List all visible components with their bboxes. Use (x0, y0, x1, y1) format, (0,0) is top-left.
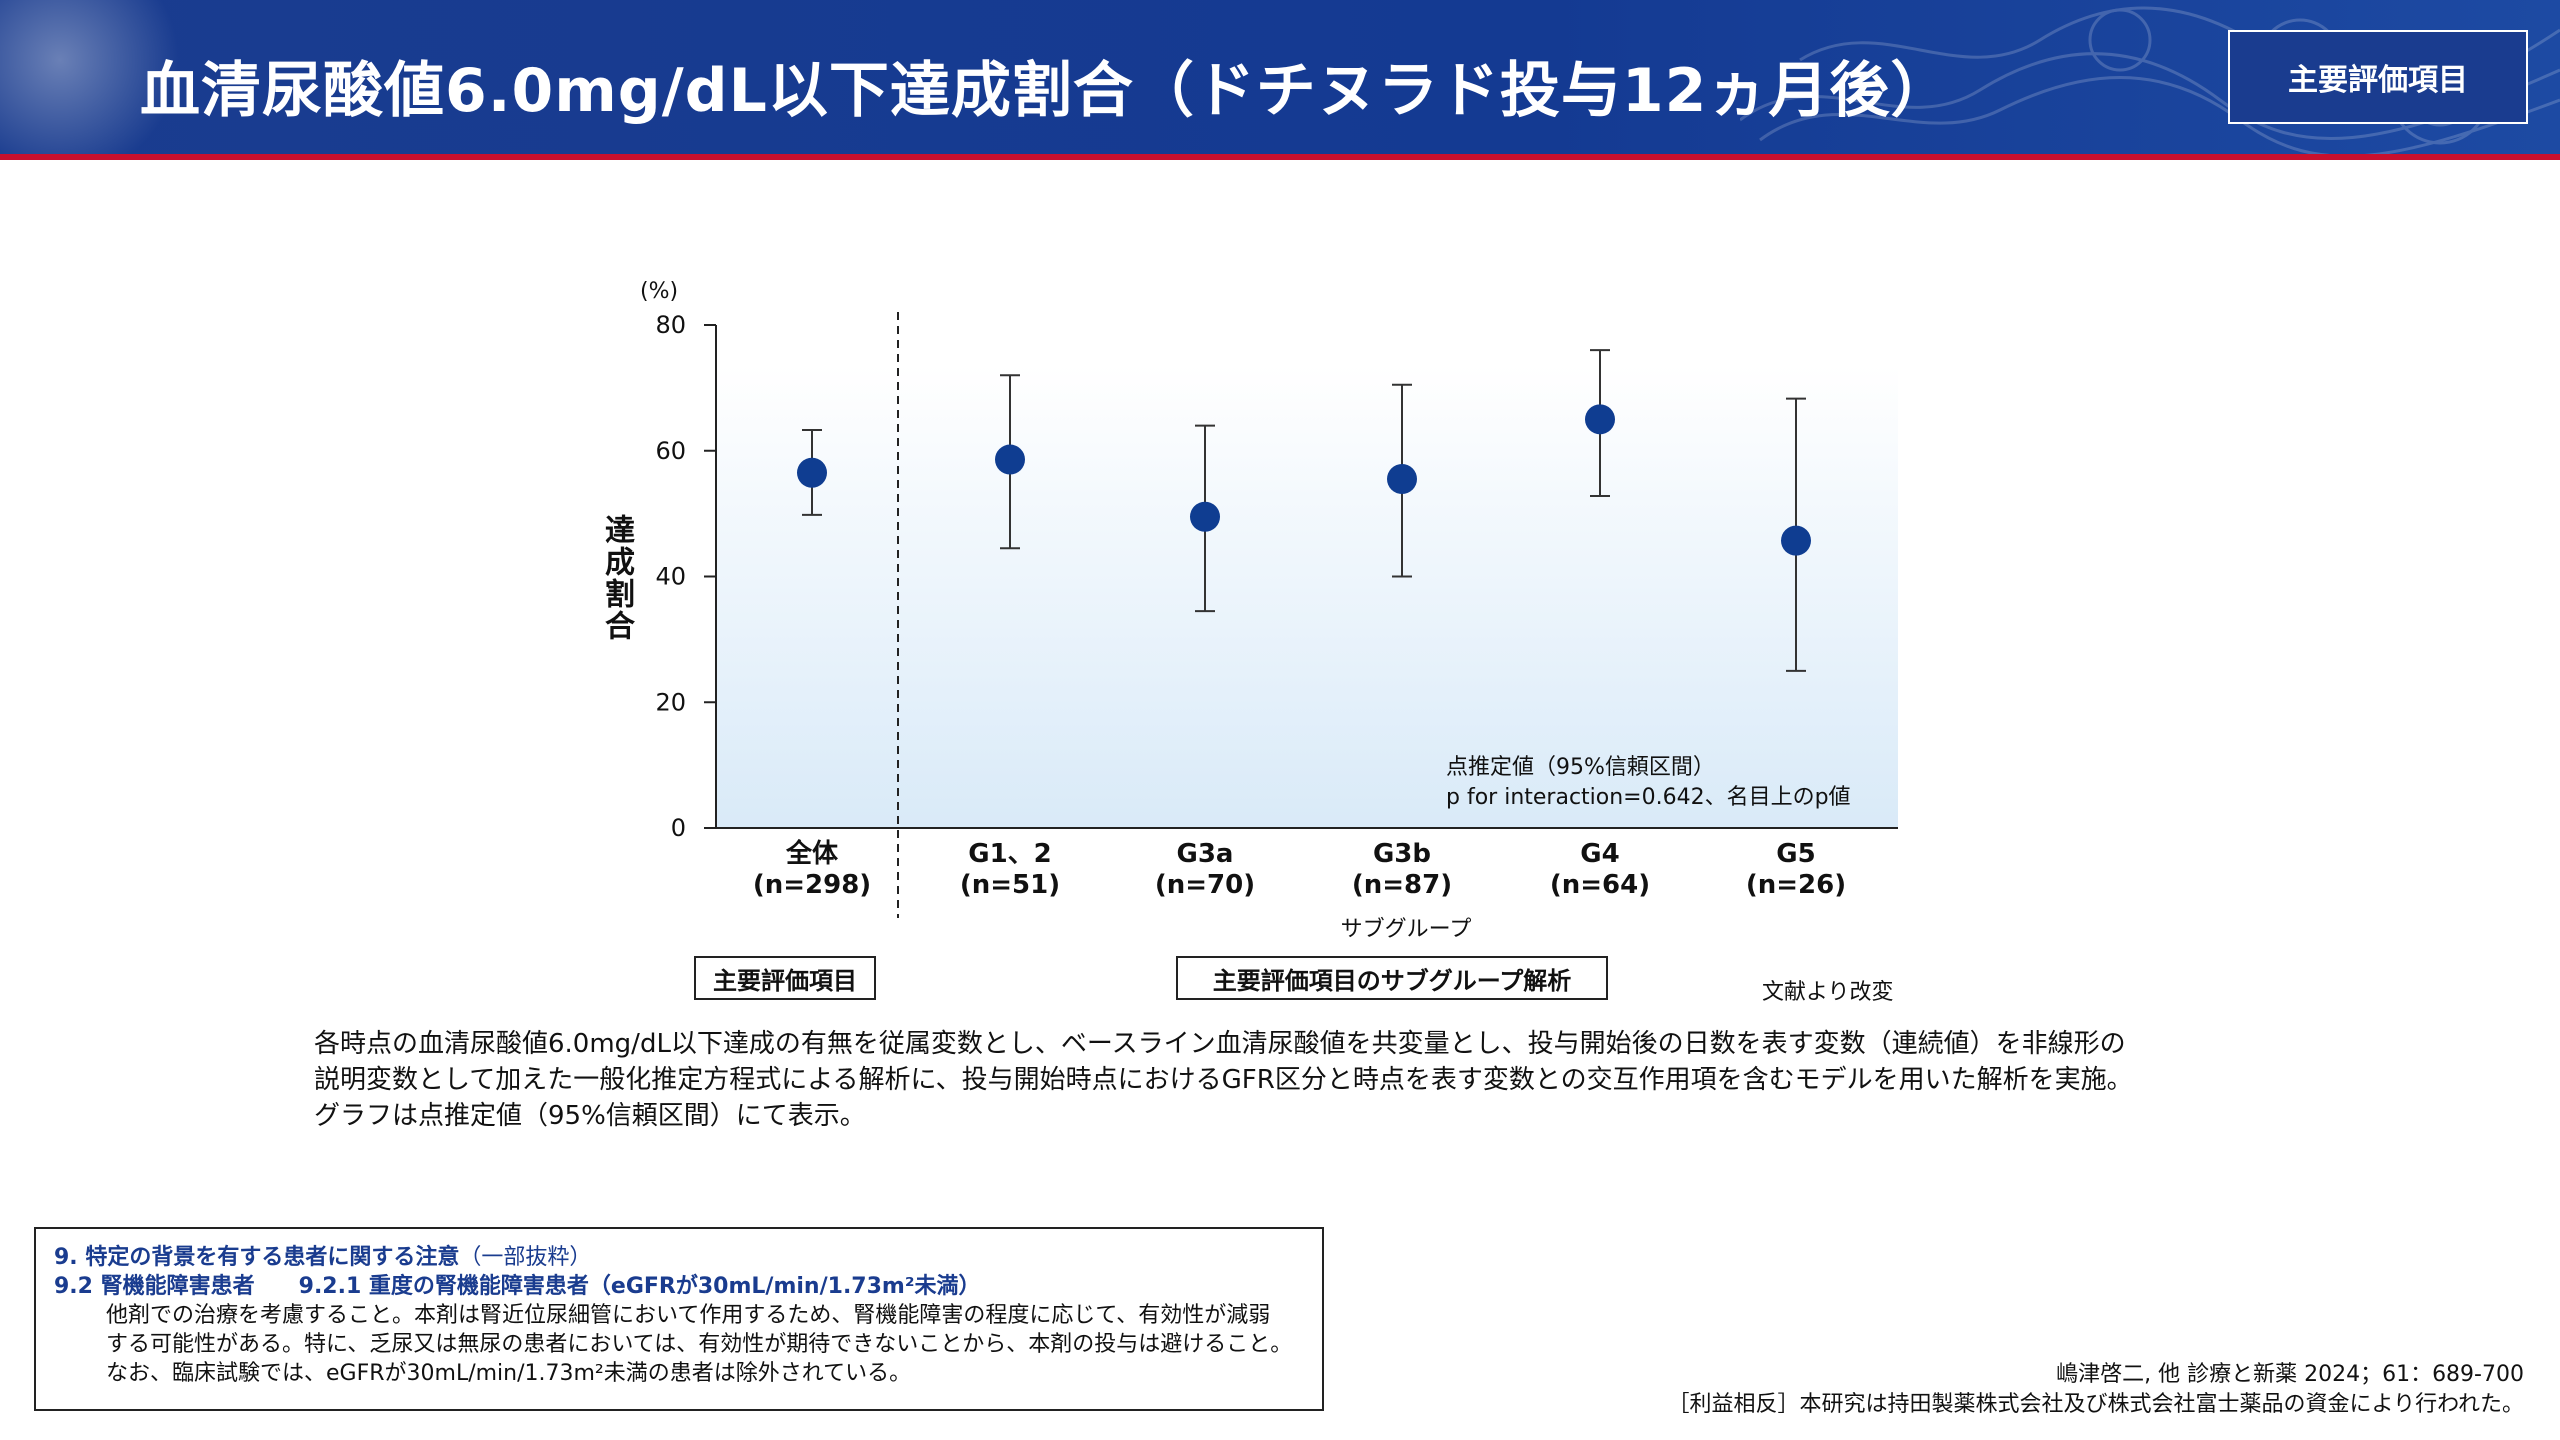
category-n-label: (n=26) (1746, 870, 1846, 900)
y-axis-unit: (%) (640, 279, 678, 304)
y-tick-label: 80 (655, 311, 686, 339)
analysis-description: 各時点の血清尿酸値6.0mg/dL以下達成の有無を従属変数とし、ベースライン血清… (314, 1026, 2314, 1134)
caution-heading-1: 9. 特定の背景を有する患者に関する注意（一部抜粋） (54, 1243, 1304, 1272)
caution-body-1: 他剤での治療を考慮すること。本剤は腎近位尿細管において作用するため、腎機能障害の… (106, 1303, 1271, 1328)
category-n-label: (n=51) (960, 870, 1060, 900)
caution-heading-2: 9.2 腎機能障害患者 9.2.1 重度の腎機能障害患者（eGFRが30mL/m… (54, 1274, 981, 1299)
category-label: G3a (1177, 839, 1234, 869)
y-tick-label: 40 (655, 563, 686, 591)
y-axis-title: 達成割合 (599, 514, 634, 642)
header-red-line (0, 154, 2560, 160)
category-n-label: (n=298) (753, 870, 871, 900)
references: 嶋津啓二, 他 診療と新薬 2024；61：689-700 ［利益相反］本研究は… (1668, 1360, 2524, 1420)
description-line-2: 説明変数として加えた一般化推定方程式による解析に、投与開始時点におけるGFR区分… (314, 1065, 2133, 1095)
header-glow (0, 0, 180, 154)
point-estimate (995, 444, 1025, 475)
category-n-label: (n=87) (1352, 870, 1452, 900)
description-line-3: グラフは点推定値（95%信頼区間）にて表示。 (314, 1101, 866, 1131)
x-axis-title: サブグループ (1341, 917, 1472, 942)
category-n-label: (n=70) (1155, 870, 1255, 900)
group-label-subgroup: 主要評価項目のサブグループ解析 (1176, 956, 1608, 1000)
y-tick-label: 60 (655, 437, 686, 465)
category-label: 全体 (785, 838, 839, 869)
category-label: G5 (1776, 839, 1815, 869)
conflict-of-interest: ［利益相反］本研究は持田製薬株式会社及び株式会社富士薬品の資金により行われた。 (1667, 1392, 2524, 1417)
subgroup-chart: 0 20 40 60 80 全体(n=298) G1、2(n=51) G3a(n=70) G3… (640, 279, 1898, 942)
category-n-label: (n=64) (1550, 870, 1650, 900)
header-band: 血清尿酸値6.0mg/dL以下達成割合（ドチヌラド投与12ヵ月後） 主要評価項目 (0, 0, 2560, 154)
point-estimate (1585, 404, 1615, 435)
description-line-1: 各時点の血清尿酸値6.0mg/dL以下達成の有無を従属変数とし、ベースライン血清… (314, 1029, 2126, 1059)
caution-body-3: なお、臨床試験では、eGFRが30mL/min/1.73m²未満の患者は除外され… (106, 1361, 912, 1386)
plot-background (716, 365, 1898, 828)
caution-box: 9. 特定の背景を有する患者に関する注意（一部抜粋） 9.2 腎機能障害患者 9… (34, 1227, 1324, 1411)
y-tick-label: 0 (671, 814, 686, 842)
group-label-primary: 主要評価項目 (694, 956, 876, 1000)
reference-citation: 嶋津啓二, 他 診療と新薬 2024；61：689-700 (2056, 1362, 2524, 1387)
caution-body-2: する可能性がある。特に、乏尿又は無尿の患者においては、有効性が期待できないことか… (106, 1332, 1293, 1357)
annotation-line-1: 点推定値（95%信頼区間） (1446, 755, 1715, 780)
category-label: G1、2 (968, 839, 1052, 869)
annotation-line-2: p for interaction=0.642、名目上のp値 (1446, 785, 1851, 810)
source-note: 文献より改変 (1762, 980, 1894, 1005)
category-label: G4 (1580, 839, 1619, 869)
y-tick-label: 20 (655, 688, 686, 716)
caution-heading-1-note: （一部抜粋） (459, 1245, 592, 1270)
primary-endpoint-badge: 主要評価項目 (2228, 30, 2528, 124)
point-estimate (1387, 464, 1417, 495)
page-title: 血清尿酸値6.0mg/dL以下達成割合（ドチヌラド投与12ヵ月後） (140, 56, 1952, 126)
point-estimate (1190, 501, 1220, 532)
caution-heading-1-text: 9. 特定の背景を有する患者に関する注意 (54, 1245, 460, 1270)
point-estimate (1781, 525, 1811, 556)
point-estimate (797, 457, 827, 488)
category-label: G3b (1373, 839, 1431, 869)
